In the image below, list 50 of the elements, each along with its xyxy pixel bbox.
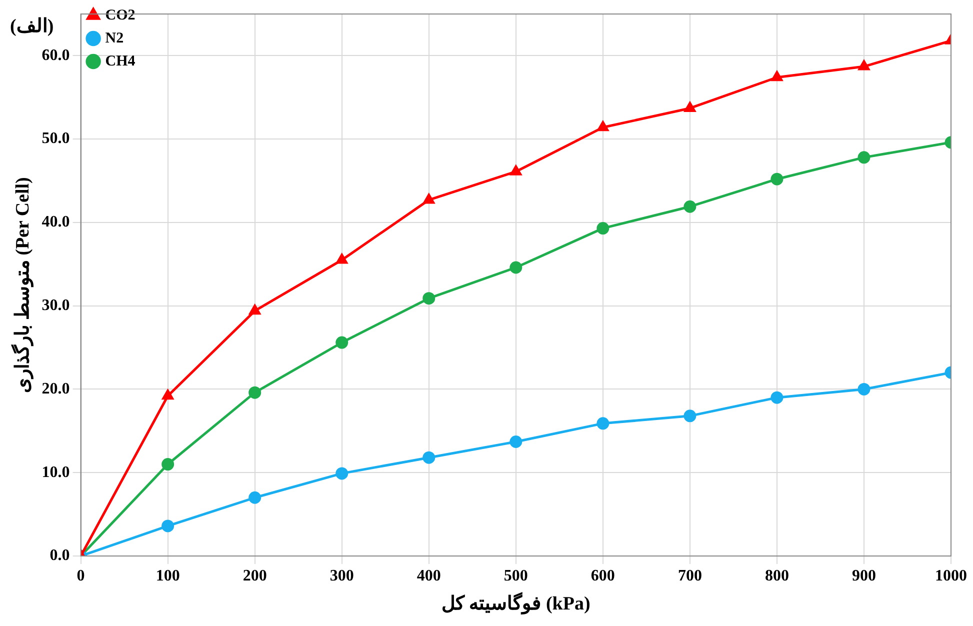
point (510, 261, 522, 274)
point (684, 410, 696, 422)
legend-label: CH4 (105, 53, 136, 70)
point (596, 417, 610, 430)
x-tick-label: 300 (330, 568, 354, 585)
point (162, 390, 174, 400)
point (162, 458, 174, 471)
point (248, 491, 262, 504)
x-tick-label: 500 (504, 568, 528, 585)
x-tick-label: 200 (242, 568, 267, 585)
x-tick-label: 400 (416, 568, 441, 585)
text: (الف) (10, 15, 54, 38)
x-tick-label: 1000 (935, 568, 967, 585)
point (684, 102, 696, 112)
point (336, 467, 348, 480)
x-tick-label: 700 (678, 568, 702, 585)
point (770, 172, 784, 186)
point (858, 60, 870, 70)
point (510, 436, 522, 448)
point (771, 71, 783, 82)
point (684, 200, 696, 213)
x-tick-label: 800 (764, 568, 789, 585)
x-tick-label: 0 (76, 568, 85, 585)
y-axis-title: متوسط بارگذاری (Per Cell) (10, 177, 34, 393)
point (597, 121, 608, 132)
x-axis-title: فوگاسیته کل (kPa) (441, 592, 590, 615)
point (422, 292, 436, 305)
point (248, 386, 262, 399)
point (336, 336, 348, 349)
x-tick-label: 100 (156, 568, 180, 585)
x-tick-label: 600 (590, 568, 615, 585)
point (336, 254, 348, 264)
y-tick-label: 20.0 (42, 380, 70, 398)
point (510, 165, 522, 176)
point (858, 382, 870, 396)
y-tick-label: 60.0 (42, 46, 70, 64)
y-tick-label: 50.0 (42, 130, 70, 148)
y-tick-label: 40.0 (42, 214, 70, 231)
y-tick-label: 30.0 (42, 296, 70, 314)
x-tick-label: 900 (852, 568, 876, 585)
y-tick-label: 10.0 (42, 464, 70, 481)
point (422, 451, 436, 464)
point (858, 151, 870, 164)
point (770, 391, 784, 404)
point (596, 222, 610, 235)
point (249, 304, 260, 315)
legend-label: N2 (105, 30, 124, 46)
point (423, 194, 434, 204)
y-tick-label: 0.0 (50, 547, 70, 564)
point (162, 520, 174, 532)
